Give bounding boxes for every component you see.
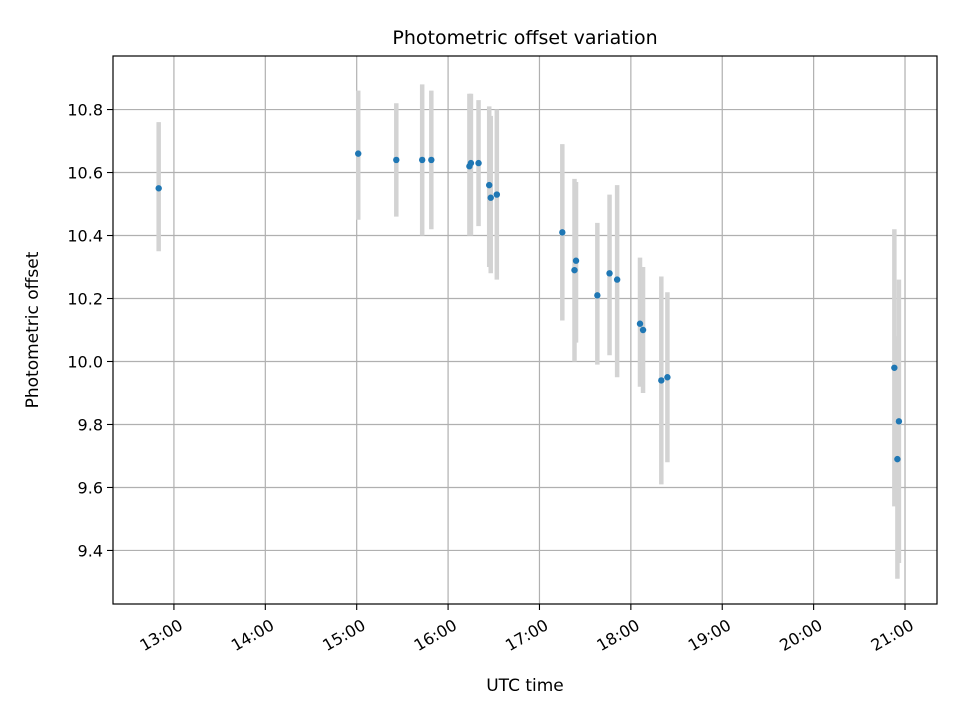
data-point [613,276,621,283]
data-point [493,191,501,198]
data-points [155,150,903,463]
y-tick-label: 10.2 [67,290,103,309]
x-axis-label: UTC time [486,676,564,696]
data-point [487,194,494,201]
data-point [594,292,601,299]
data-point [664,374,671,381]
data-point [475,159,482,167]
data-point [606,270,613,277]
plot-frame [112,55,938,605]
y-tick-label: 10.4 [67,227,103,246]
data-point [895,418,903,425]
data-point [658,377,665,384]
data-point [639,326,647,334]
y-axis-label: Photometric offset [23,251,43,408]
data-point [559,229,566,236]
data-point [467,159,475,167]
data-point [571,266,578,274]
data-point [393,156,400,164]
data-point [428,156,435,164]
data-point [355,150,362,157]
data-point [572,257,580,264]
y-tick-label: 9.4 [78,541,103,560]
y-tick-label: 9.8 [78,415,103,434]
y-tick-label: 9.6 [78,478,103,497]
y-tick-label: 10.8 [67,101,103,120]
data-point [894,455,901,463]
y-tick-label: 10.6 [67,164,103,183]
data-point [486,181,493,189]
y-tick-label: 10.0 [67,352,103,371]
data-point [636,320,644,327]
data-point [891,364,898,371]
data-point [418,156,426,164]
chart-title: Photometric offset variation [392,27,657,49]
data-point [155,185,162,192]
